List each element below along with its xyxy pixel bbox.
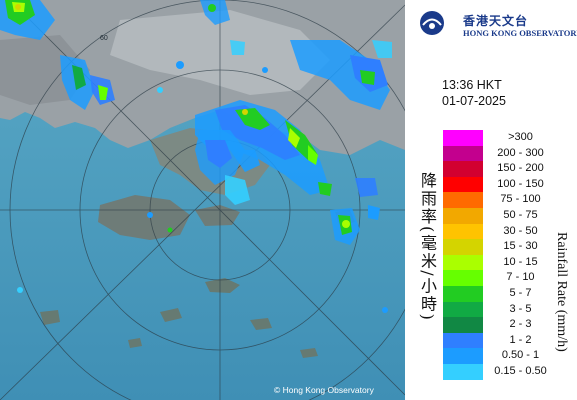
- legend-swatch: [443, 348, 483, 364]
- legend-label: 75 - 100: [500, 193, 541, 206]
- legend-label: 30 - 50: [503, 224, 538, 237]
- legend-label: 7 - 10: [506, 271, 535, 284]
- legend-label: 5 - 7: [509, 287, 532, 299]
- legend-swatch: [443, 223, 483, 240]
- radar-map: 60: [0, 0, 405, 400]
- info-panel: 香港天文台 HONG KONG OBSERVATORY 13:36 HKT 01…: [405, 0, 577, 400]
- legend-label: 1 - 2: [509, 333, 532, 346]
- legend-swatch: [443, 332, 483, 349]
- logo-chinese: 香港天文台: [463, 14, 529, 28]
- copyright-text: © Hong Kong Observatory: [274, 385, 374, 395]
- legend-swatch: [443, 286, 483, 302]
- legend-title-english: Rainfall Rate (mm/h): [554, 232, 569, 352]
- legend-label: 200 - 300: [497, 146, 544, 159]
- legend-label: 3 - 5: [509, 302, 532, 315]
- island-1: [205, 278, 240, 293]
- legend-swatch: [443, 208, 483, 224]
- range-ring-label: 60: [100, 35, 108, 42]
- legend-swatch: [443, 130, 483, 146]
- legend-label: >300: [508, 131, 533, 143]
- lantau-island: [98, 195, 190, 240]
- legend-label: 0.50 - 1: [501, 349, 540, 362]
- hko-logo: 香港天文台 HONG KONG OBSERVATORY: [415, 6, 577, 38]
- legend-swatch: [443, 239, 483, 255]
- legend-swatch: [443, 145, 483, 162]
- hko-emblem-icon: [420, 11, 444, 35]
- legend-label: 100 - 150: [497, 177, 544, 190]
- legend-title-chinese: 降雨率(毫米/小時): [418, 172, 437, 322]
- legend-swatch: [443, 301, 483, 318]
- radar-time: 13:36 HKT: [442, 78, 502, 92]
- island-3: [40, 310, 60, 325]
- island-7: [128, 338, 142, 348]
- legend-swatch: [443, 317, 483, 333]
- legend-label: 15 - 30: [503, 240, 538, 253]
- legend-label: 2 - 3: [509, 318, 532, 331]
- legend-swatch: [443, 176, 483, 193]
- legend-label: 0.15 - 0.50: [494, 365, 547, 377]
- legend-label: 10 - 15: [503, 255, 538, 268]
- radar-date: 01-07-2025: [442, 94, 506, 108]
- legend-swatch: [443, 192, 483, 208]
- legend-swatch: [443, 254, 483, 271]
- legend-swatch: [443, 270, 483, 286]
- legend-swatch: [443, 161, 483, 177]
- radar-echoes: [0, 0, 392, 313]
- island-4: [250, 318, 272, 330]
- island-5: [300, 348, 318, 358]
- legend-label: 50 - 75: [503, 209, 538, 221]
- legend-label: 150 - 200: [497, 162, 544, 175]
- legend-swatch: [443, 364, 483, 380]
- island-2: [160, 308, 182, 322]
- logo-english: HONG KONG OBSERVATORY: [463, 28, 577, 38]
